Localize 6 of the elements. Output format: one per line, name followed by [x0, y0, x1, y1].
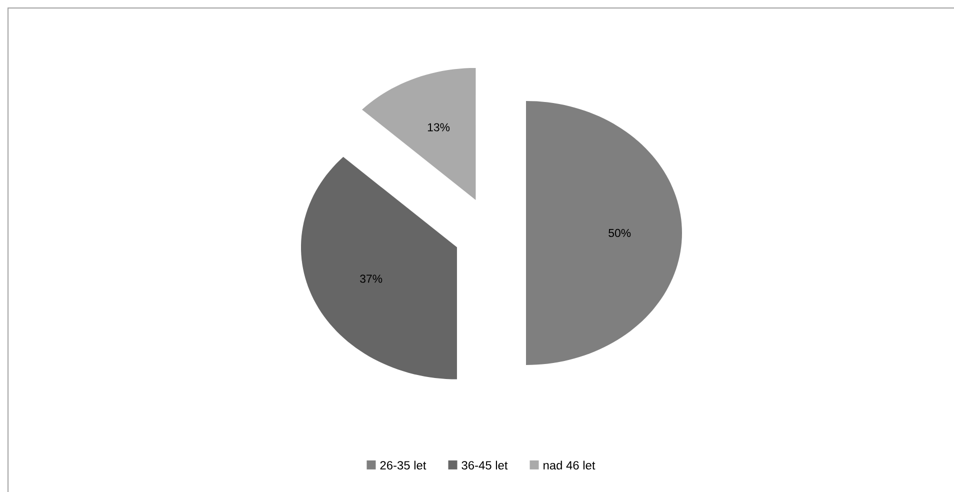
data-label: 13%	[428, 123, 450, 132]
data-label: 50%	[608, 228, 631, 238]
data-label: 37%	[360, 274, 382, 283]
legend-label: 36-45 let	[462, 460, 508, 470]
legend-label: 26-35 let	[380, 460, 426, 470]
legend-label: nad 46 let	[544, 460, 596, 470]
